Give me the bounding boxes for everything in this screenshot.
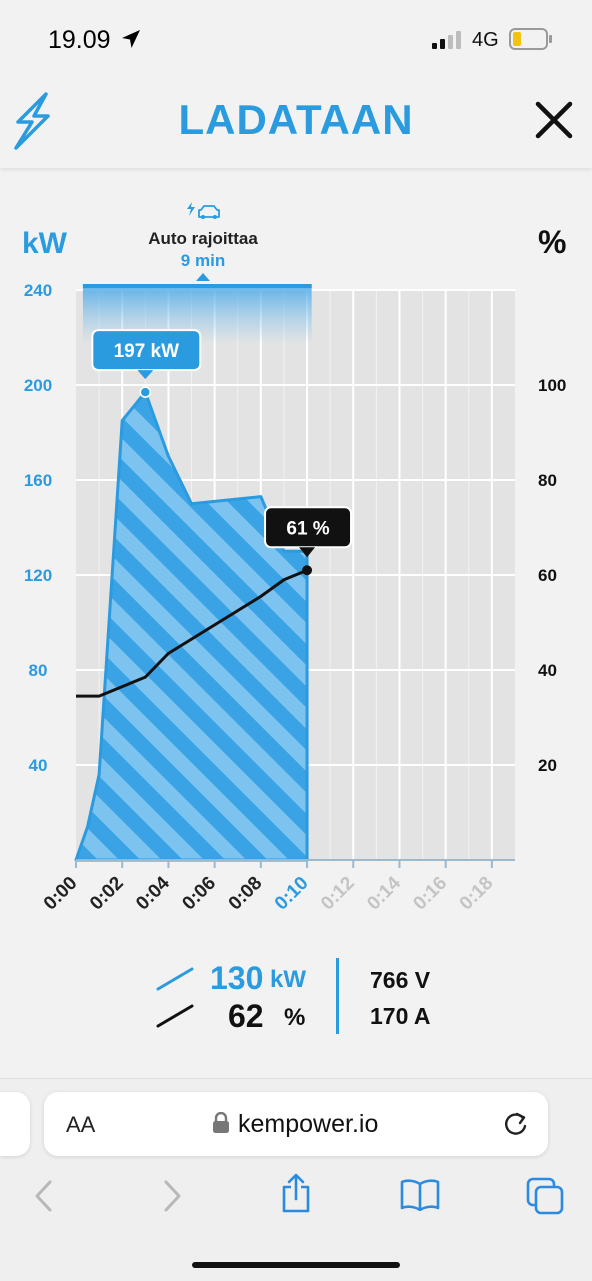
close-icon[interactable] [535,101,573,139]
home-indicator [192,1262,400,1268]
x-axis-tick: 0:02 [86,873,128,915]
page-title: LADATAAN [178,96,414,143]
lightning-icon[interactable] [12,92,52,150]
left-axis-tick: 200 [24,376,52,395]
soc-unit: % [284,1004,306,1031]
url-text[interactable]: kempower.io [238,1110,379,1138]
x-axis-tick: 0:12 [317,873,359,915]
network-type: 4G [472,29,499,51]
browser-toolbar: AA kempower.io [0,1078,592,1281]
previous-tab-preview[interactable] [0,1092,30,1156]
x-axis-tick: 0:18 [456,873,498,915]
limit-marker [196,273,210,281]
peak-tooltip-pointer [137,370,154,380]
current-value: 170 A [370,1003,431,1029]
tabs-icon[interactable] [526,1177,564,1215]
app-header: LADATAAN [0,72,592,168]
x-axis-tick: 0:00 [40,873,82,915]
voltage-value: 766 V [370,967,431,993]
power-line-legend-icon [156,967,194,991]
left-axis-unit: kW [22,227,68,260]
back-icon[interactable] [32,1179,56,1213]
limit-duration: 9 min [181,251,225,270]
limit-band-top [82,284,312,288]
right-axis-tick: 100 [538,376,566,395]
charging-chart-svg: Auto rajoittaa 9 min 240 200 160 120 80 40 100 8… [22,202,566,915]
right-axis-tick: 20 [538,756,557,775]
summary-divider [336,958,339,1034]
status-time: 19.09 [48,26,111,54]
location-arrow-icon [122,30,140,48]
charging-chart: Auto rajoittaa 9 min 240 200 160 120 80 40 100 8… [0,168,592,928]
soc-label: 61 % [286,518,329,539]
x-axis-tick: 0:10 [271,873,313,915]
left-axis-tick: 160 [24,471,52,490]
current-soc-point [302,565,313,576]
peak-label: 197 kW [114,341,180,362]
forward-icon[interactable] [160,1179,184,1213]
charging-summary: 130 kW 62 % 766 V 170 A [0,950,592,1050]
left-axis-tick: 120 [24,566,52,585]
x-axis-tick: 0:04 [132,872,174,914]
peak-point [139,386,152,398]
right-axis-tick: 40 [538,661,557,680]
soc-tooltip-pointer [299,547,316,558]
soc-value: 62 [228,998,264,1034]
x-axis-tick: 0:16 [409,873,451,915]
reader-options-button[interactable]: AA [66,1112,96,1137]
power-value: 130 [210,960,264,996]
bookmarks-icon[interactable] [400,1179,440,1211]
left-axis-tick: 80 [29,661,48,680]
right-axis-tick: 80 [538,471,557,490]
power-unit: kW [270,966,306,993]
x-axis-tick: 0:14 [363,872,405,914]
battery-icon [509,28,552,50]
status-bar: 19.09 4G [0,0,592,72]
soc-line-legend-icon [156,1004,194,1028]
share-icon[interactable] [280,1173,312,1213]
left-axis-tick: 40 [29,756,48,775]
soc-line-series [76,568,308,698]
signal-icon [432,31,461,49]
reload-icon[interactable] [502,1110,530,1138]
right-axis-tick: 60 [538,566,557,585]
right-axis-unit: % [538,224,566,260]
lock-icon [213,1112,229,1133]
address-bar[interactable]: AA kempower.io [44,1092,548,1156]
limit-title: Auto rajoittaa [148,229,258,248]
x-axis-tick: 0:06 [178,873,220,915]
left-axis-tick: 240 [24,281,52,300]
x-axis-tick: 0:08 [225,873,267,915]
car-charging-icon [187,202,220,219]
